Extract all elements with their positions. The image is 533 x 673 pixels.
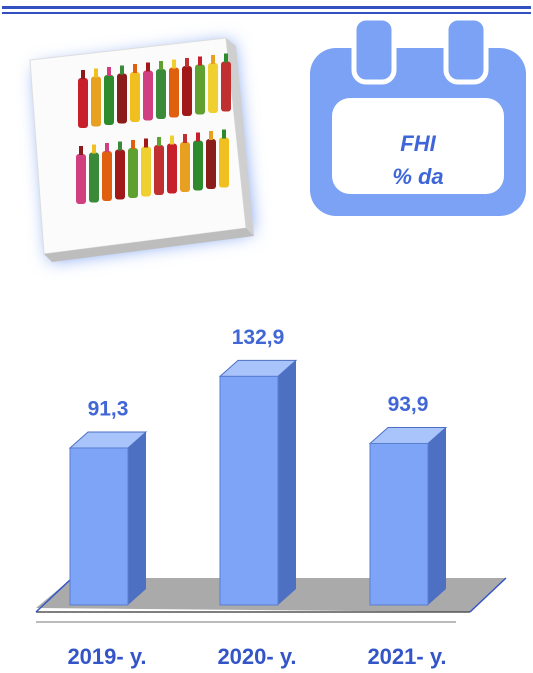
- top-rule: [2, 12, 531, 14]
- bottle: [156, 69, 166, 119]
- bottle: [76, 154, 86, 204]
- bottle: [143, 71, 153, 121]
- bottle: [193, 141, 203, 191]
- chart: FHI % da 91,3 2019- y. 132,9 2020- y. 93,9 20…: [0, 0, 533, 673]
- bottle: [91, 77, 101, 127]
- bottle-cap: [170, 136, 174, 145]
- bottle: [169, 68, 179, 118]
- bottle-cap: [105, 143, 109, 152]
- bottle: [167, 144, 177, 194]
- bottle-cap: [79, 146, 83, 155]
- bottle: [78, 78, 88, 128]
- bottle-cap: [172, 60, 176, 69]
- bottle-cap: [144, 139, 148, 148]
- bottle-cap: [157, 137, 161, 146]
- bottle-cap: [118, 142, 122, 151]
- bottle: [221, 62, 231, 112]
- bottle: [89, 153, 99, 203]
- bar-front: [220, 376, 278, 605]
- bottle-cap: [92, 145, 96, 154]
- bottle-cap: [94, 69, 98, 78]
- bottle: [195, 65, 205, 115]
- bottle-cap: [211, 55, 215, 64]
- bar-front: [70, 448, 128, 605]
- bottle: [128, 148, 138, 198]
- bottle: [219, 138, 229, 188]
- bottle-cap: [222, 130, 226, 139]
- bottle-cap: [107, 67, 111, 76]
- bottle-cap: [224, 54, 228, 63]
- bottle: [182, 66, 192, 116]
- bar-side: [128, 432, 146, 605]
- bottle-cap: [120, 66, 124, 75]
- bar-side: [428, 427, 446, 605]
- calendar-icon: FHI % da: [310, 18, 526, 216]
- x-tick-label: 2020- y.: [217, 644, 296, 669]
- bottle: [208, 63, 218, 113]
- value-label: 91,3: [88, 398, 129, 421]
- bottle-cap: [198, 57, 202, 66]
- bottle: [180, 142, 190, 192]
- bottle-cap: [133, 64, 137, 73]
- x-tick-label: 2021- y.: [367, 644, 446, 669]
- value-label: 93,9: [388, 393, 429, 416]
- bar-side: [278, 360, 296, 605]
- bottle: [115, 150, 125, 200]
- bottle: [102, 151, 112, 201]
- bottle-cap: [209, 131, 213, 140]
- product-photo: [30, 38, 254, 262]
- bottle-cap: [81, 70, 85, 79]
- bottle-cap: [183, 134, 187, 143]
- top-rule: [2, 6, 531, 9]
- bottle: [104, 75, 114, 125]
- bar-front: [370, 443, 428, 605]
- x-tick-label: 2019- y.: [67, 644, 146, 669]
- bottle: [206, 139, 216, 189]
- bar: [370, 427, 446, 605]
- bar: [70, 432, 146, 605]
- bottle: [130, 72, 140, 122]
- value-label: 132,9: [232, 326, 285, 349]
- bottle-cap: [131, 140, 135, 149]
- annotation: FHI: [400, 131, 436, 156]
- bottle: [141, 147, 151, 197]
- annotation: % da: [392, 164, 443, 189]
- bar: [220, 360, 296, 605]
- bottle-cap: [185, 58, 189, 67]
- bottle: [154, 145, 164, 195]
- bottle-cap: [146, 63, 150, 72]
- bottle: [117, 74, 127, 124]
- bottle-cap: [196, 133, 200, 142]
- bottle-cap: [159, 61, 163, 70]
